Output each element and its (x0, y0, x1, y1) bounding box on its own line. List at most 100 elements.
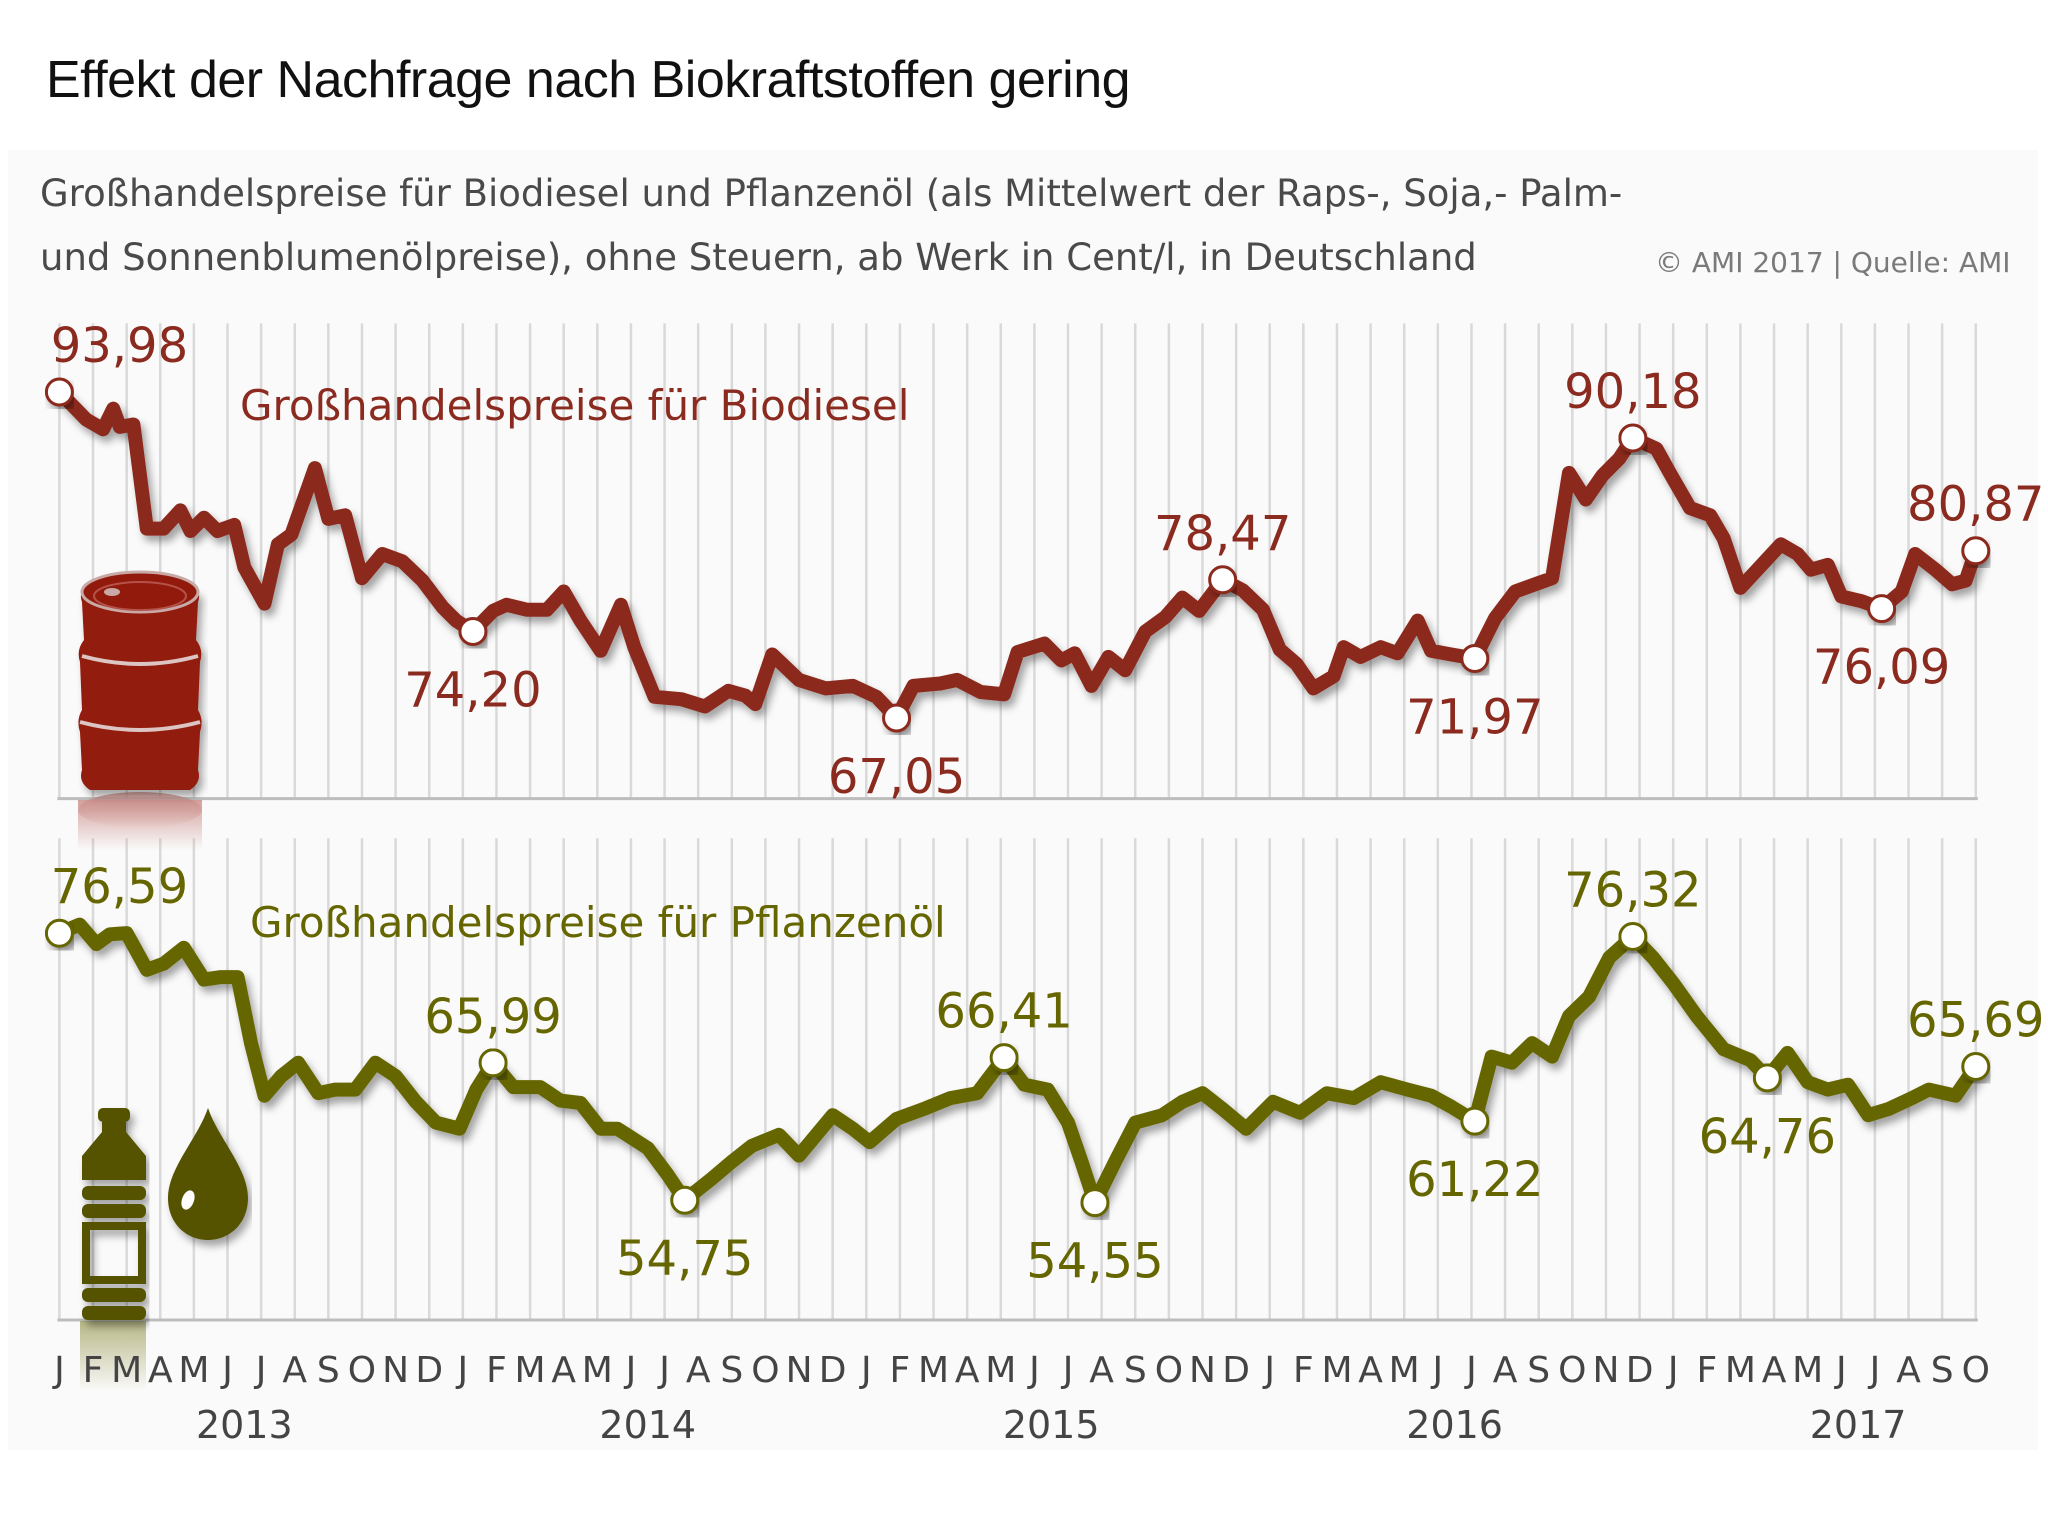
data-label: 54,75 (616, 1231, 753, 1287)
month-tick-label: J (1262, 1350, 1275, 1391)
year-label: 2014 (599, 1403, 696, 1447)
month-tick-label: J (456, 1350, 469, 1391)
month-tick-label: A (1493, 1350, 1518, 1391)
month-tick-label: A (1358, 1350, 1383, 1391)
data-marker (478, 1048, 508, 1078)
oil-drop-icon (168, 1108, 248, 1240)
data-marker (1961, 1051, 1991, 1081)
month-tick-label: S (720, 1350, 743, 1391)
page-title: Effekt der Nachfrage nach Biokraftstoffe… (46, 51, 1131, 109)
month-tick-label: N (786, 1350, 813, 1391)
month-tick-label: O (751, 1350, 779, 1391)
month-tick-label: J (254, 1350, 267, 1391)
series-line (52, 917, 1983, 1210)
data-label: 76,59 (51, 859, 188, 915)
month-tick-label: A (686, 1350, 711, 1391)
data-label: 76,32 (1564, 863, 1701, 919)
data-label: 65,99 (424, 989, 561, 1045)
month-tick-label: F (1696, 1350, 1717, 1391)
month-tick-label: O (1962, 1350, 1990, 1391)
month-tick-label: D (1222, 1350, 1250, 1391)
data-marker (1618, 423, 1648, 453)
month-tick-label: M (178, 1350, 209, 1391)
month-tick-label: J (1666, 1350, 1679, 1391)
month-tick-label: M (582, 1350, 613, 1391)
month-tick-label: M (985, 1350, 1016, 1391)
month-tick-label: M (1792, 1350, 1823, 1391)
month-tick-label: J (1027, 1350, 1040, 1391)
data-label: 54,55 (1026, 1234, 1163, 1290)
data-marker (1080, 1188, 1110, 1218)
month-tick-label: M (111, 1350, 142, 1391)
month-tick-label: O (1155, 1350, 1183, 1391)
month-tick-label: A (1896, 1350, 1921, 1391)
month-tick-label: S (1527, 1350, 1550, 1391)
month-tick-label: A (148, 1350, 173, 1391)
series-label-pflanzenoel: Großhandelspreise für Pflanzenöl (250, 898, 946, 947)
month-tick-label: J (859, 1350, 872, 1391)
month-tick-label: F (1293, 1350, 1314, 1391)
chart-subtitle-line2: und Sonnenblumenölpreise), ohne Steuern,… (40, 236, 1477, 279)
month-tick-label: J (1061, 1350, 1074, 1391)
month-tick-label: M (1389, 1350, 1420, 1391)
month-tick-label: S (1124, 1350, 1147, 1391)
data-label: 80,87 (1907, 477, 2044, 533)
data-label: 74,20 (404, 662, 541, 718)
data-label: 65,69 (1907, 992, 2044, 1048)
month-tick-label: N (1189, 1350, 1216, 1391)
year-label: 2013 (196, 1403, 293, 1447)
year-label: 2017 (1810, 1403, 1907, 1447)
data-label: 61,22 (1406, 1152, 1543, 1208)
month-tick-label: M (515, 1350, 546, 1391)
month-tick-label: J (1868, 1350, 1881, 1391)
year-label: 2016 (1406, 1403, 1503, 1447)
month-tick-label: A (282, 1350, 307, 1391)
month-tick-label: M (918, 1350, 949, 1391)
month-tick-label: J (657, 1350, 670, 1391)
month-tick-label: M (1725, 1350, 1756, 1391)
data-marker (1752, 1063, 1782, 1093)
data-marker (1867, 594, 1897, 624)
data-label: 76,09 (1813, 640, 1950, 696)
series-pflanzenoel (52, 917, 1983, 1210)
data-label: 71,97 (1406, 689, 1543, 745)
month-tick-label: O (1558, 1350, 1586, 1391)
series-label-biodiesel: Großhandelspreise für Biodiesel (240, 381, 909, 430)
data-marker (1460, 1106, 1490, 1136)
series-biodiesel (52, 385, 1983, 725)
month-tick-label: D (415, 1350, 443, 1391)
month-tick-label: J (1834, 1350, 1847, 1391)
data-label: 90,18 (1564, 364, 1701, 420)
month-tick-label: N (382, 1350, 409, 1391)
data-marker (1961, 536, 1991, 566)
data-marker (44, 918, 74, 948)
oil-bottle-icon (80, 1108, 146, 1391)
month-tick-label: F (890, 1350, 911, 1391)
data-label: 66,41 (935, 984, 1072, 1040)
month-tick-label: D (819, 1350, 847, 1391)
month-tick-label: D (1626, 1350, 1654, 1391)
month-tick-label: N (1592, 1350, 1619, 1391)
month-tick-label: A (1089, 1350, 1114, 1391)
month-tick-label: S (1931, 1350, 1954, 1391)
data-marker (1208, 565, 1238, 595)
month-tick-label: A (551, 1350, 576, 1391)
series-line (52, 385, 1983, 725)
annotations: 93,98 74,20 67,05 78,47 71,97 90,18 76,09 80,87… (44, 318, 2044, 1290)
month-tick-label: S (317, 1350, 340, 1391)
data-marker (458, 616, 488, 646)
month-tick-label: J (52, 1350, 65, 1391)
data-label: 93,98 (51, 318, 188, 374)
data-marker (44, 377, 74, 407)
month-tick-label: J (220, 1350, 233, 1391)
data-marker (670, 1185, 700, 1215)
data-marker (882, 703, 912, 733)
oil-barrel-icon (78, 570, 202, 850)
source-credit: © AMI 2017 | Quelle: AMI (1655, 246, 2011, 279)
data-marker (989, 1043, 1019, 1073)
month-tick-label: A (955, 1350, 980, 1391)
month-tick-label: O (348, 1350, 376, 1391)
month-tick-label: M (1321, 1350, 1352, 1391)
month-tick-label: A (1762, 1350, 1787, 1391)
